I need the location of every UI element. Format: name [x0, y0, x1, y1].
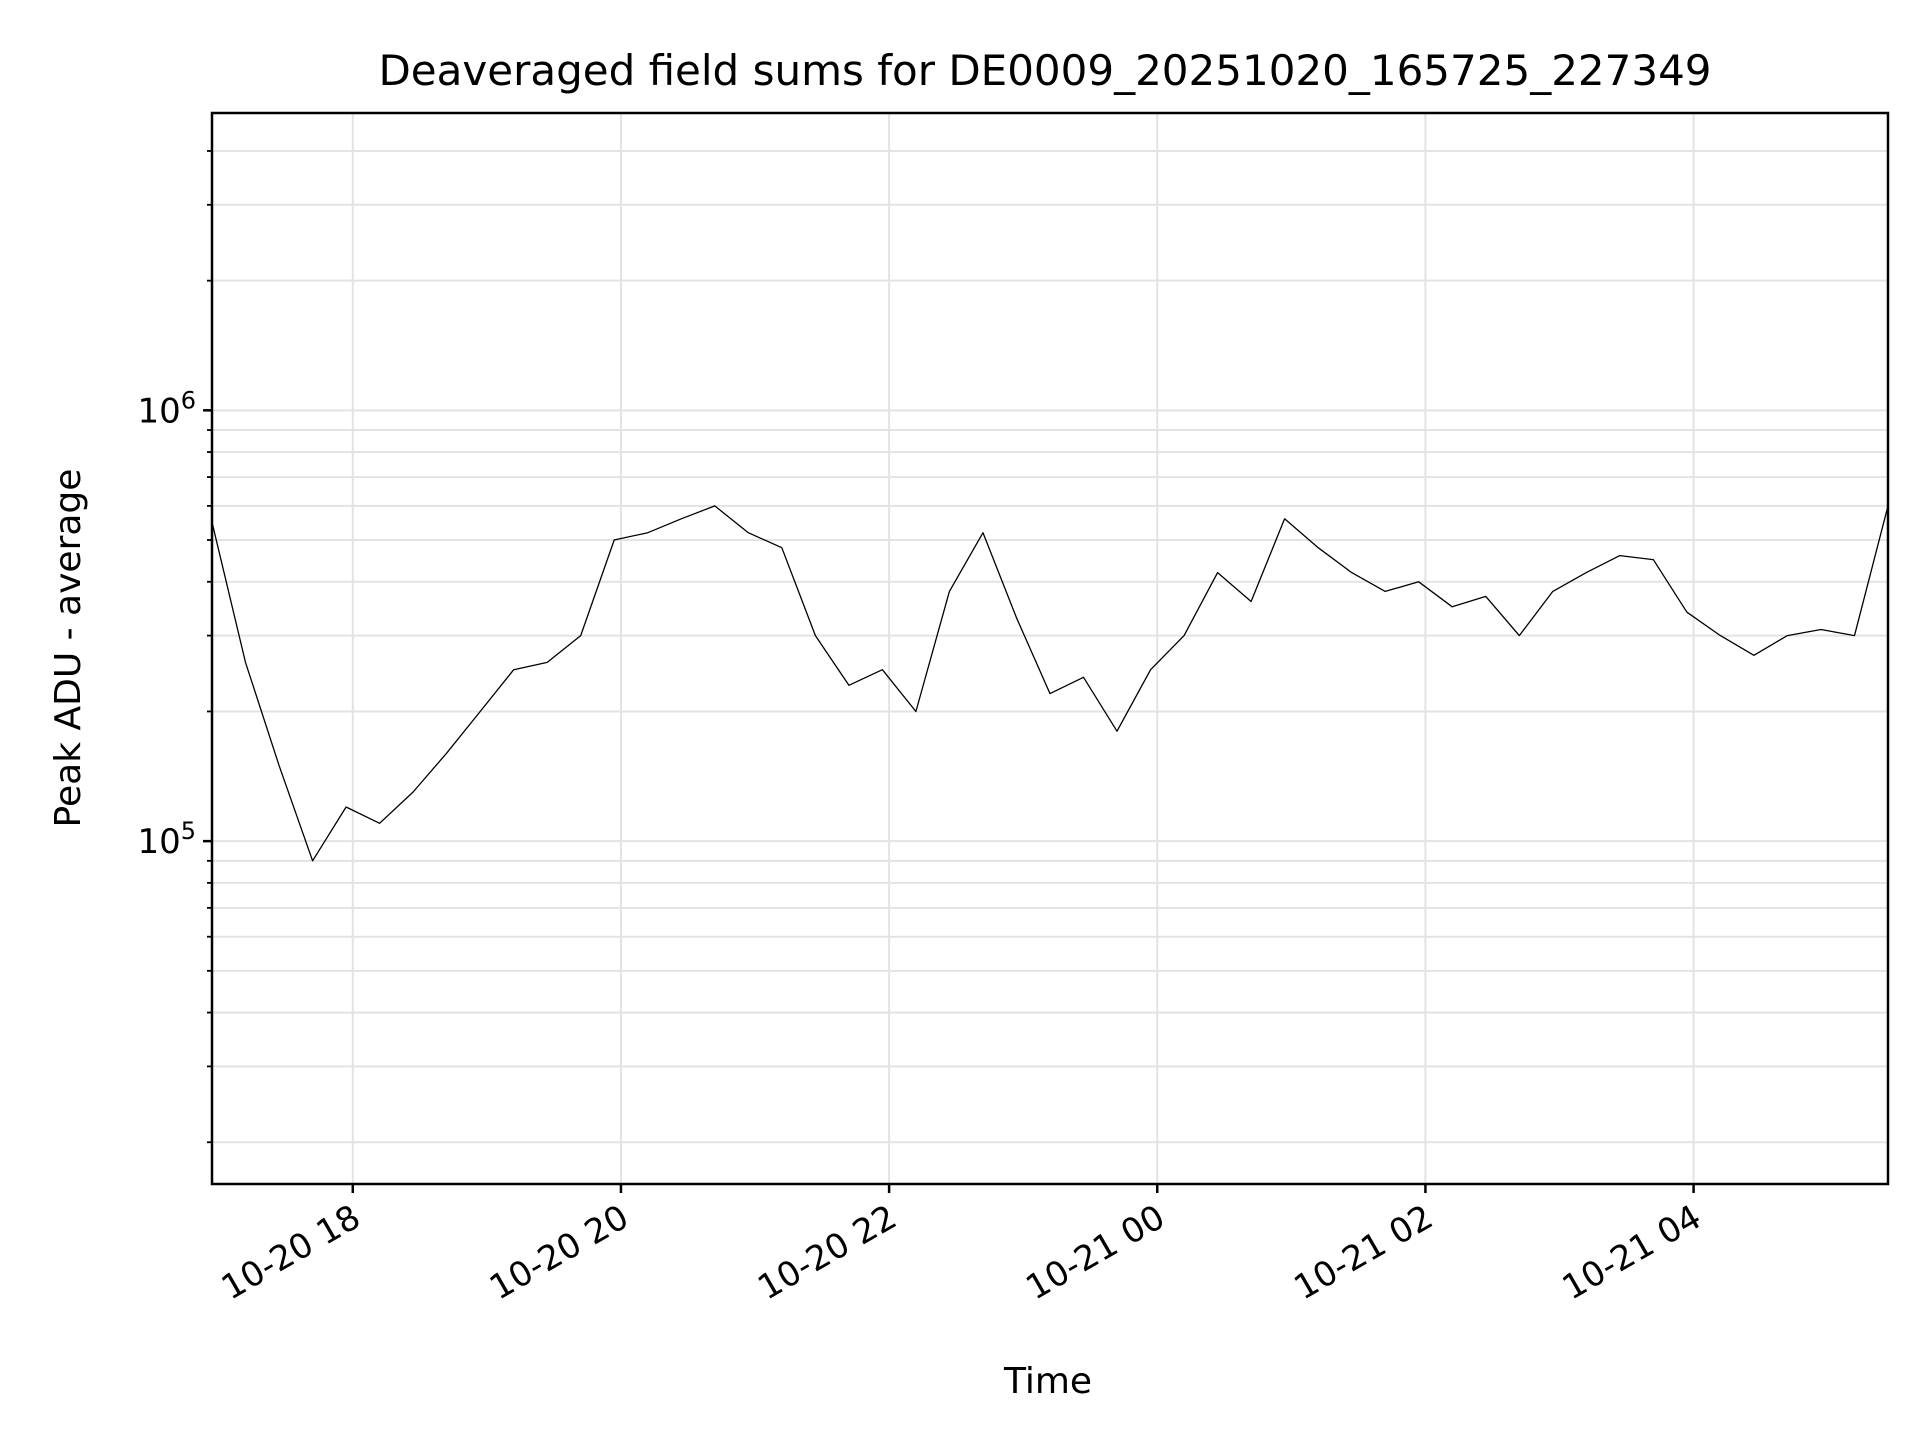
x-axis-label: Time — [1003, 1361, 1092, 1402]
y-axis-label: Peak ADU - average — [48, 469, 89, 828]
plot-series — [211, 505, 1889, 862]
x-tick-label: 10-20 22 — [751, 1197, 903, 1308]
x-tick-label: 10-20 20 — [483, 1197, 635, 1308]
y-tick-label: 105 — [137, 817, 196, 862]
x-tick-label: 10-20 18 — [215, 1197, 367, 1308]
plot-frame — [210, 111, 1890, 1186]
gridlines — [212, 113, 1888, 1184]
y-axis: 105 106 — [137, 150, 212, 1144]
x-tick-label: 10-21 02 — [1288, 1197, 1440, 1308]
x-axis: 10-20 18 10-20 20 10-20 22 10-21 00 10-21 02… — [215, 1184, 1708, 1308]
chart-title: Deaveraged field sums for DE0009_2025102… — [378, 46, 1711, 95]
x-tick-label: 10-21 00 — [1019, 1197, 1171, 1308]
series-line — [211, 505, 1889, 862]
x-tick-label: 10-21 04 — [1556, 1197, 1708, 1308]
y-tick-label: 106 — [137, 386, 196, 431]
